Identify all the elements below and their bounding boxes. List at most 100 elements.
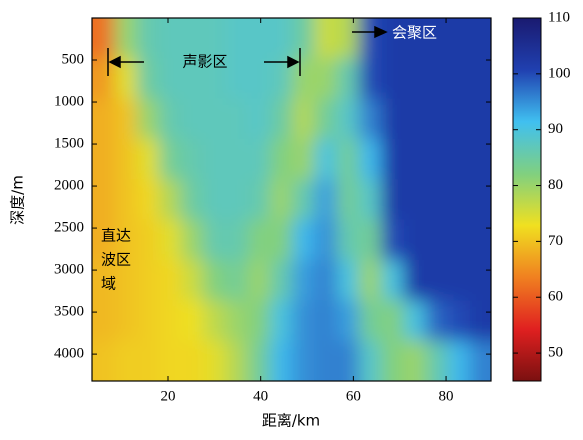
heatmap-cell xyxy=(358,219,382,261)
heatmap-cell xyxy=(381,18,404,59)
heatmap-cell xyxy=(358,260,382,301)
heatmap-cell xyxy=(336,58,360,100)
annotation: 域 xyxy=(101,275,116,293)
heatmap-cell xyxy=(203,98,226,140)
heatmap-cell xyxy=(92,58,115,100)
heatmap-cell xyxy=(403,179,427,221)
heatmap-cell xyxy=(158,219,182,261)
heatmap-cell xyxy=(447,179,471,221)
heatmap-cell xyxy=(136,179,160,221)
heatmap-cell xyxy=(403,219,427,261)
heatmap-cell xyxy=(292,340,315,381)
heatmap-cell xyxy=(225,260,249,301)
heatmap-cell xyxy=(336,340,360,381)
heatmap-cell xyxy=(470,260,491,301)
heatmap-cell xyxy=(180,260,204,301)
colorbar-tick-label: 50 xyxy=(548,345,563,361)
heatmap-cell xyxy=(447,300,471,342)
x-tick-label: 40 xyxy=(253,388,268,404)
colorbar-tick-label: 60 xyxy=(548,289,563,305)
heatmap-cell xyxy=(425,139,449,180)
heatmap-cell xyxy=(136,219,160,261)
heatmap-cell xyxy=(114,179,137,221)
heatmap-cell xyxy=(425,179,449,221)
heatmap-cell xyxy=(269,300,293,342)
heatmap-cell xyxy=(158,340,182,381)
heatmap-cell xyxy=(336,179,360,221)
heatmap-cell xyxy=(425,18,449,59)
heatmap-cell xyxy=(136,139,160,180)
heatmap-cell xyxy=(447,340,471,381)
heatmap-cell xyxy=(381,98,404,140)
heatmap-cell xyxy=(425,98,449,140)
heatmap-cell xyxy=(158,139,182,180)
heatmap-cell xyxy=(292,58,315,100)
heatmap-cell xyxy=(247,179,271,221)
heatmap-cell xyxy=(447,139,471,180)
heatmap-cell xyxy=(225,340,249,381)
y-tick-label: 2000 xyxy=(54,177,84,193)
heatmap-cell xyxy=(92,18,115,59)
heatmap-cell xyxy=(447,58,471,100)
heatmap-cell xyxy=(403,18,427,59)
heatmap-cell xyxy=(92,179,115,221)
heatmap-cell xyxy=(114,58,137,100)
heatmap-cell xyxy=(403,260,427,301)
x-axis-label: 距离/km xyxy=(262,412,320,430)
heatmap-cell xyxy=(225,18,249,59)
heatmap-cell xyxy=(425,219,449,261)
heatmap-cell xyxy=(136,300,160,342)
heatmap-cell xyxy=(336,18,360,59)
heatmap-cell xyxy=(114,219,137,261)
heatmap-cell xyxy=(470,98,491,140)
heatmap-cell xyxy=(180,340,204,381)
heatmap-cell xyxy=(470,300,491,342)
heatmap-cell xyxy=(247,139,271,180)
heatmap-cell xyxy=(92,219,115,261)
heatmap-cell xyxy=(314,300,338,342)
heatmap-cell xyxy=(314,179,338,221)
heatmap-cell xyxy=(381,58,404,100)
heatmap-cell xyxy=(381,340,404,381)
heatmap-cell xyxy=(92,300,115,342)
heatmap-cell xyxy=(358,139,382,180)
heatmap-cell xyxy=(381,219,404,261)
heatmap-cell xyxy=(425,260,449,301)
annotation: 声影区 xyxy=(182,53,227,71)
heatmap-cell xyxy=(425,340,449,381)
plot-frame xyxy=(91,17,492,382)
heatmap-cell xyxy=(292,179,315,221)
heatmap-cell xyxy=(381,260,404,301)
heatmap-cell xyxy=(203,58,226,100)
y-axis-label: 深度/m xyxy=(9,175,27,225)
y-tick-label: 2500 xyxy=(54,220,84,236)
heatmap-cell xyxy=(203,179,226,221)
heatmap-cell xyxy=(203,139,226,180)
y-tick-label: 1000 xyxy=(54,93,84,109)
x-tick-label: 60 xyxy=(346,388,361,404)
heatmap-cell xyxy=(358,179,382,221)
colorbar-tick-label: 70 xyxy=(548,233,563,249)
heatmap-cell xyxy=(470,139,491,180)
heatmap-cell xyxy=(92,139,115,180)
heatmap-cell xyxy=(336,139,360,180)
colorbar xyxy=(512,17,542,382)
heatmap-cell xyxy=(136,260,160,301)
heatmap-cell xyxy=(136,58,160,100)
heatmap-cell xyxy=(269,98,293,140)
heatmap-cell xyxy=(314,340,338,381)
heatmap-cell xyxy=(114,18,137,59)
heatmap-cell xyxy=(225,58,249,100)
heatmap-cell xyxy=(447,260,471,301)
heatmap-cell xyxy=(247,340,271,381)
heatmap-cell xyxy=(180,139,204,180)
heatmap-cell xyxy=(247,219,271,261)
heatmap-cell xyxy=(381,139,404,180)
heatmap-cell xyxy=(180,58,204,100)
heatmap-cell xyxy=(180,219,204,261)
annotation: 直达 xyxy=(101,227,131,245)
heatmap-cell xyxy=(114,340,137,381)
heatmap-cell xyxy=(292,260,315,301)
